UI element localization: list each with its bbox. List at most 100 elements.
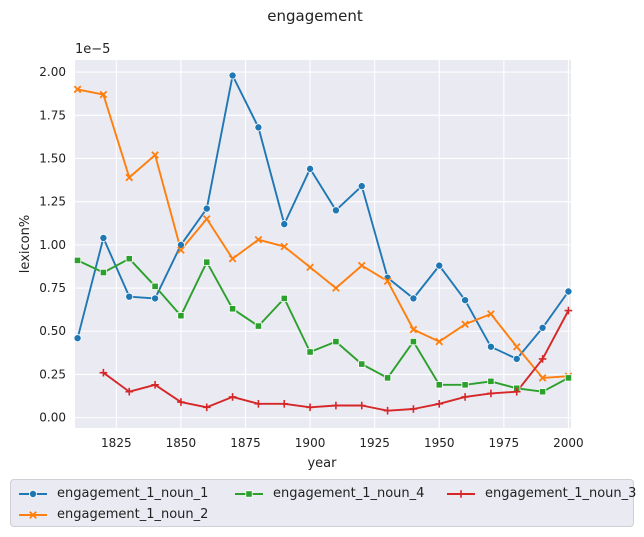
- data-point: [202, 204, 211, 213]
- data-point: [228, 254, 237, 263]
- x-tick-label: 1875: [230, 436, 261, 450]
- data-point: [538, 388, 547, 396]
- data-point: [564, 287, 573, 296]
- data-point: [73, 334, 82, 343]
- data-point: [383, 277, 392, 285]
- data-point: [280, 400, 289, 408]
- legend-label-noun-2: engagement_1_noun_2: [57, 507, 209, 522]
- data-point: [99, 90, 108, 99]
- data-point: [332, 338, 340, 346]
- legend-marker-noun-4: [235, 489, 263, 498]
- x-tick-label: 2000: [553, 436, 584, 450]
- data-point: [358, 360, 366, 368]
- data-point: [177, 246, 185, 254]
- data-point: [125, 173, 134, 182]
- data-point: [228, 393, 237, 401]
- legend-point: [245, 489, 253, 498]
- y-tick-label: 1.00: [39, 238, 66, 252]
- series-line-1: [76, 74, 570, 360]
- line-chart: engagement 1825 1850 1875 1900 1925 1950 1975 2…: [18, 7, 584, 471]
- x-tick-label: 1950: [424, 436, 455, 450]
- x-tick-label: 1825: [101, 436, 132, 450]
- data-point: [461, 320, 469, 329]
- grid-lines: [75, 60, 571, 428]
- data-point: [332, 284, 340, 292]
- y-tick-label: 0.00: [39, 411, 66, 425]
- y-exponent-label: 1e−5: [75, 42, 110, 57]
- data-point: [176, 240, 185, 249]
- data-point: [99, 268, 108, 277]
- data-point: [125, 255, 133, 263]
- legend: engagement_1_noun_1 engagement_1_noun_4 …: [10, 479, 636, 527]
- data-point: [228, 305, 237, 313]
- x-tick-label: 1975: [489, 436, 520, 450]
- legend-point: [29, 510, 37, 519]
- data-point: [306, 263, 314, 272]
- series-line-3: [77, 257, 569, 393]
- data-point: [254, 123, 263, 132]
- data-point: [538, 323, 547, 332]
- data-point: [280, 242, 289, 251]
- data-point: [357, 261, 366, 270]
- data-point: [409, 325, 418, 334]
- data-point: [461, 393, 469, 401]
- legend-marker-noun-2: [19, 510, 47, 519]
- legend-label-noun-4: engagement_1_noun_4: [273, 486, 425, 501]
- legend-item-noun-4: engagement_1_noun_4: [233, 486, 424, 501]
- y-tick-label: 1.25: [39, 195, 66, 209]
- data-point: [151, 282, 159, 290]
- data-point: [564, 306, 573, 315]
- data-point: [306, 348, 314, 356]
- data-point: [409, 405, 418, 413]
- legend-marker-noun-1: [19, 489, 47, 498]
- data-point: [203, 258, 211, 266]
- data-point: [228, 71, 237, 80]
- data-point: [125, 387, 134, 396]
- x-tick-label: 1925: [359, 436, 390, 450]
- data-point: [435, 337, 444, 346]
- data-point: [512, 354, 521, 363]
- x-tick-label: 1900: [295, 436, 326, 450]
- data-point: [73, 85, 82, 94]
- y-tick-label: 0.75: [39, 281, 66, 295]
- legend-point: [457, 489, 465, 498]
- legend-label-noun-1: engagement_1_noun_1: [57, 486, 209, 501]
- data-point: [564, 374, 573, 382]
- data-point: [151, 151, 159, 159]
- chart-title: engagement: [267, 7, 363, 25]
- data-point: [202, 215, 211, 223]
- data-point: [538, 355, 547, 363]
- y-tick-label: 1.75: [39, 108, 66, 122]
- data-point: [461, 381, 469, 389]
- data-point: [99, 233, 108, 242]
- legend-item-noun-2: engagement_1_noun_2: [17, 507, 208, 522]
- y-tick-label: 0.25: [39, 367, 66, 381]
- data-point: [512, 342, 521, 351]
- data-point: [332, 401, 340, 410]
- data-point: [254, 322, 263, 330]
- data-point: [280, 294, 288, 303]
- data-point: [409, 338, 418, 346]
- data-point: [280, 220, 289, 229]
- data-point: [383, 374, 392, 382]
- plot-background: [75, 60, 571, 428]
- series-markers: [73, 71, 573, 415]
- data-point: [99, 368, 108, 377]
- data-point: [177, 312, 185, 320]
- y-tick-label: 1.50: [39, 151, 66, 165]
- data-point: [409, 294, 418, 303]
- y-tick-label: 2.00: [39, 65, 66, 79]
- data-point: [512, 387, 521, 396]
- data-point: [538, 374, 547, 382]
- data-point: [383, 406, 392, 415]
- x-tick-labels: 1825 1850 1875 1900 1925 1950 1975 2000: [101, 436, 584, 450]
- data-point: [73, 256, 82, 265]
- data-point: [435, 381, 443, 389]
- data-point: [151, 294, 160, 303]
- data-point: [357, 401, 366, 410]
- x-axis-label: year: [307, 456, 337, 471]
- data-point: [461, 296, 470, 305]
- data-point: [435, 400, 444, 408]
- legend-point: [28, 489, 37, 498]
- y-axis-label: lexicon%: [18, 215, 33, 273]
